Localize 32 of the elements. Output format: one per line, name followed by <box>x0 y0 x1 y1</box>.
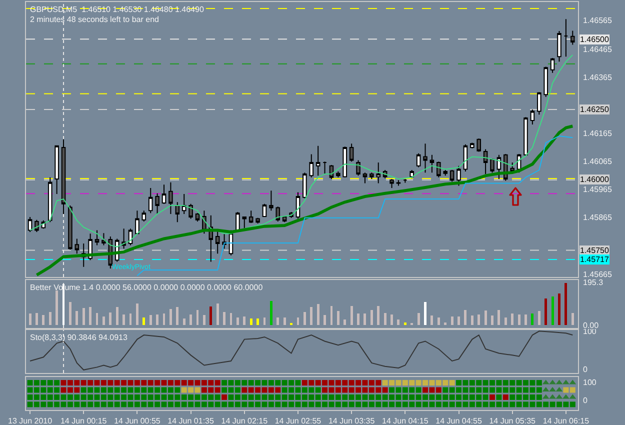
y-tick-label: 1.46365 <box>583 73 612 82</box>
chart-title: GBPUSD,M5 1.46510 1.46530 1.46480 1.46490 <box>30 5 204 14</box>
x-tick-label: 14 Jun 00:55 <box>114 416 161 425</box>
x-tick-label: 13 Jun 2010 <box>8 416 53 425</box>
y-tick-label: 1.46465 <box>583 45 612 54</box>
x-tick-label: 14 Jun 02:15 <box>221 416 268 425</box>
y-tick-label: 1.45665 <box>583 270 612 279</box>
x-tick-label: 14 Jun 02:55 <box>274 416 322 425</box>
ref-line-label: 1.46250 <box>580 105 610 114</box>
text: 2 minutes 48 seconds left to bar end <box>30 15 159 24</box>
y-tick-label: 1.46165 <box>583 129 612 138</box>
y-tick-label: 0 <box>583 396 588 405</box>
x-tick-label: 14 Jun 05:35 <box>489 416 536 425</box>
y-tick-label: 1.45965 <box>583 185 612 194</box>
y-tick-label: 1.46065 <box>583 157 612 166</box>
ref-line-label: 1.46500 <box>580 35 610 44</box>
x-tick-label: 14 Jun 01:35 <box>168 416 214 425</box>
y-tick-label: 1.45865 <box>583 213 612 222</box>
y-tick-label: 0.00 <box>583 321 600 330</box>
y-tick-label: 1.46565 <box>583 16 612 25</box>
y-tick-label: 0 <box>583 365 588 374</box>
x-tick-label: 14 Jun 04:55 <box>436 416 482 425</box>
y-tick-label: 195.3 <box>583 278 604 287</box>
ref-line-label: 1.45750 <box>580 246 610 255</box>
x-tick-label: 14 Jun 04:15 <box>382 416 429 425</box>
x-tick-label: 14 Jun 00:15 <box>60 416 108 425</box>
chart-title: Sto(8,3,3) 90.3846 94.0913 <box>30 333 128 342</box>
ref-line-label: 1.45717 <box>580 255 610 264</box>
x-tick-label: 14 Jun 03:35 <box>328 416 376 425</box>
y-tick-label: 100 <box>583 378 597 387</box>
ref-line-label: 1.46000 <box>580 175 610 184</box>
x-tick-label: 14 Jun 06:15 <box>542 416 590 425</box>
